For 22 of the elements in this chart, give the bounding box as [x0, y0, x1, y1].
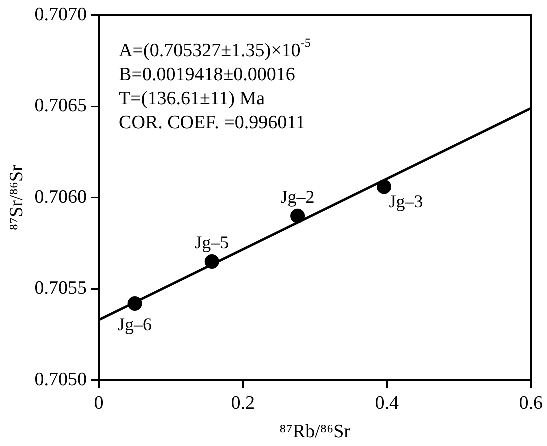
point: [204, 254, 220, 270]
annotation: Jg–2: [280, 186, 315, 207]
x-axis-title: ⁸⁷Rb/⁸⁶Sr: [280, 422, 352, 443]
annotation: Jg–6: [118, 314, 152, 334]
annotation: COR. COEF. =0.996011: [119, 112, 306, 134]
y-tick-label: 0.7060: [34, 186, 88, 208]
annotation: B=0.0019418±0.00016: [119, 64, 296, 86]
annotation: T=(136.61±11) Ma: [119, 88, 266, 110]
x-tick-label: 0: [94, 392, 104, 414]
y-axis-title: ⁸⁷Sr/⁸⁶Sr: [6, 164, 28, 231]
y-tick-label: 0.7050: [34, 369, 88, 390]
y-tick-label: 0.7070: [34, 4, 88, 26]
point: [290, 208, 306, 224]
y-tick-label: 0.7055: [34, 278, 88, 300]
x-tick-label: 0.6: [519, 392, 543, 414]
point: [376, 180, 392, 194]
annotation: Jg–5: [195, 232, 230, 253]
x-tick-label: 0.2: [231, 392, 255, 414]
y-tick-label: 0.7065: [34, 96, 88, 117]
point: [128, 296, 142, 311]
x-tick-label: 0.4: [375, 392, 400, 414]
annotation: Jg–3: [389, 192, 424, 212]
